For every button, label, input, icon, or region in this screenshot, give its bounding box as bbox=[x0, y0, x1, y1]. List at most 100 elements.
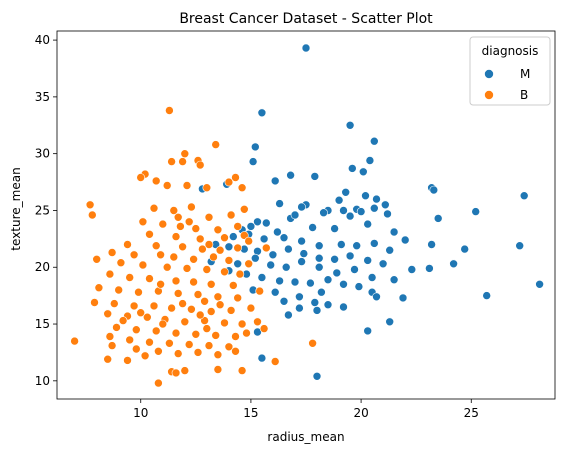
point-B-67 bbox=[134, 287, 143, 297]
point-B-72 bbox=[233, 293, 242, 303]
point-M-34 bbox=[261, 218, 271, 228]
point-B-18 bbox=[169, 206, 179, 215]
point-B-128 bbox=[204, 240, 214, 249]
point-B-131 bbox=[200, 296, 209, 306]
point-B-24 bbox=[173, 213, 183, 222]
point-B-108 bbox=[173, 349, 183, 358]
point-B-19 bbox=[149, 203, 159, 213]
point-M-13 bbox=[429, 185, 439, 195]
point-M-20 bbox=[380, 200, 390, 210]
y-tick-label-30: 30 bbox=[35, 147, 50, 161]
point-B-28 bbox=[191, 224, 201, 233]
point-B-92 bbox=[151, 326, 161, 336]
point-B-49 bbox=[244, 259, 253, 269]
point-M-26 bbox=[339, 206, 348, 215]
point-M-100 bbox=[372, 292, 381, 302]
point-B-102 bbox=[204, 341, 214, 350]
point-B-94 bbox=[191, 329, 201, 339]
point-B-107 bbox=[154, 346, 163, 356]
point-M-15 bbox=[310, 172, 320, 181]
point-M-71 bbox=[378, 259, 388, 269]
point-B-80 bbox=[226, 306, 236, 315]
point-M-11 bbox=[270, 176, 280, 186]
point-B-20 bbox=[187, 202, 196, 212]
point-M-114 bbox=[257, 353, 267, 363]
point-B-63 bbox=[206, 279, 216, 289]
point-B-44 bbox=[156, 250, 165, 260]
point-M-28 bbox=[369, 203, 379, 213]
point-B-15 bbox=[202, 183, 212, 192]
point-M-29 bbox=[383, 209, 392, 219]
point-M-92 bbox=[323, 275, 333, 285]
legend-title: diagnosis bbox=[482, 44, 539, 58]
point-B-139 bbox=[242, 328, 251, 338]
point-M-44 bbox=[363, 219, 373, 229]
point-B-120 bbox=[154, 378, 163, 388]
point-B-9 bbox=[151, 176, 161, 186]
point-B-113 bbox=[123, 356, 132, 365]
point-B-65 bbox=[94, 283, 104, 293]
point-M-105 bbox=[310, 298, 320, 307]
point-B-99 bbox=[145, 337, 154, 347]
legend: diagnosis MB bbox=[469, 36, 551, 106]
point-B-111 bbox=[231, 346, 240, 356]
point-M-46 bbox=[400, 235, 410, 245]
point-M-2 bbox=[345, 121, 355, 130]
point-B-51 bbox=[116, 258, 126, 268]
point-B-88 bbox=[220, 318, 229, 328]
point-M-37 bbox=[471, 207, 481, 216]
point-M-69 bbox=[345, 251, 355, 261]
point-M-82 bbox=[350, 265, 359, 274]
point-M-74 bbox=[449, 259, 458, 269]
point-B-69 bbox=[173, 289, 183, 298]
point-B-21 bbox=[204, 213, 214, 222]
point-M-0 bbox=[301, 43, 311, 53]
point-M-17 bbox=[372, 194, 381, 204]
point-M-48 bbox=[460, 244, 470, 254]
point-M-109 bbox=[284, 310, 293, 320]
point-B-106 bbox=[132, 344, 141, 354]
point-B-41 bbox=[233, 243, 242, 253]
x-tick-label-20: 20 bbox=[353, 406, 368, 420]
point-M-110 bbox=[312, 306, 322, 315]
point-M-49 bbox=[515, 241, 525, 250]
point-M-14 bbox=[519, 191, 529, 200]
point-M-76 bbox=[251, 253, 260, 263]
point-M-59 bbox=[385, 245, 395, 255]
point-M-7 bbox=[358, 167, 368, 177]
point-B-82 bbox=[103, 309, 112, 319]
point-M-41 bbox=[273, 227, 282, 237]
plot-area bbox=[70, 43, 544, 388]
point-M-54 bbox=[297, 236, 306, 246]
point-B-75 bbox=[129, 301, 139, 311]
point-B-119 bbox=[237, 366, 247, 375]
point-B-36 bbox=[123, 240, 132, 249]
point-M-65 bbox=[284, 244, 293, 254]
point-M-84 bbox=[389, 275, 399, 285]
point-M-75 bbox=[233, 259, 242, 269]
point-B-78 bbox=[187, 304, 196, 314]
point-B-76 bbox=[149, 301, 159, 311]
point-B-123 bbox=[253, 317, 262, 327]
point-M-35 bbox=[319, 208, 328, 217]
point-B-126 bbox=[261, 243, 271, 253]
point-B-27 bbox=[176, 222, 185, 231]
point-B-37 bbox=[151, 241, 161, 250]
point-B-109 bbox=[193, 348, 203, 357]
point-B-60 bbox=[145, 274, 154, 283]
point-B-125 bbox=[255, 286, 265, 296]
point-M-58 bbox=[369, 239, 379, 248]
legend-items: MB bbox=[484, 67, 530, 102]
point-B-93 bbox=[171, 328, 181, 338]
point-B-39 bbox=[198, 244, 207, 254]
point-B-87 bbox=[200, 316, 209, 325]
point-B-86 bbox=[180, 317, 190, 327]
point-B-133 bbox=[215, 300, 225, 310]
point-B-97 bbox=[105, 332, 115, 341]
point-B-46 bbox=[189, 254, 198, 264]
point-M-4 bbox=[251, 142, 260, 152]
point-B-118 bbox=[213, 365, 223, 374]
x-axis-title: radius_mean bbox=[267, 430, 344, 444]
point-B-29 bbox=[213, 225, 223, 235]
